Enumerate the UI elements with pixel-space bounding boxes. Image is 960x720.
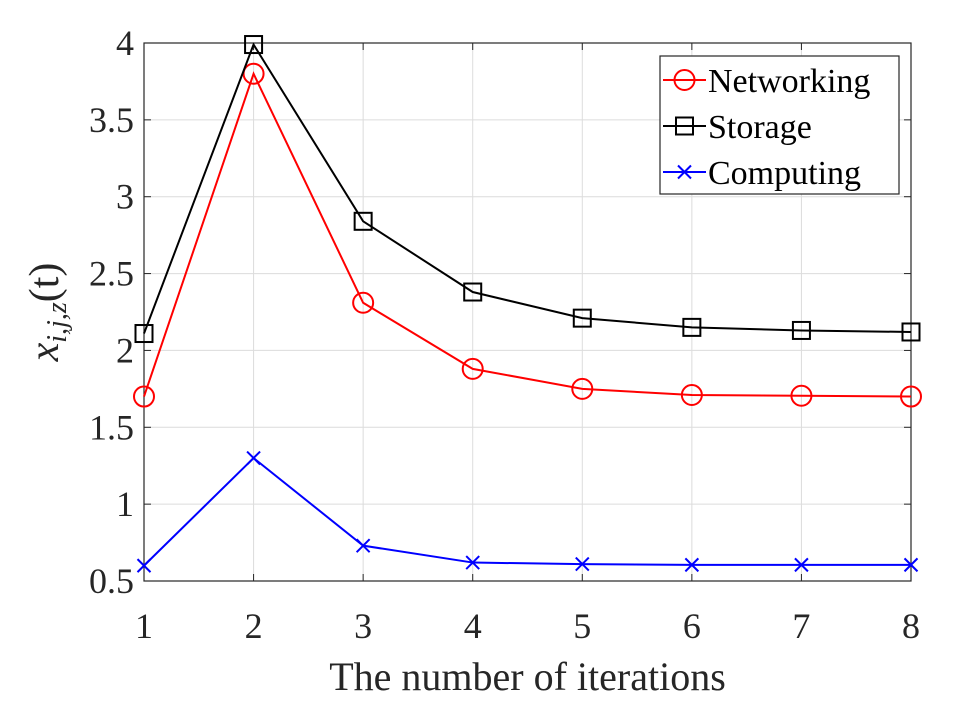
y-tick-label: 0.5 bbox=[89, 561, 134, 601]
x-tick-label: 3 bbox=[354, 606, 372, 646]
data-point-storage bbox=[572, 308, 592, 328]
data-point-computing bbox=[575, 556, 590, 572]
y-tick-label: 2 bbox=[116, 330, 134, 370]
data-point-networking bbox=[680, 384, 703, 407]
series-line-networking bbox=[143, 71, 912, 398]
y-tick-label: 4 bbox=[116, 23, 134, 63]
data-point-computing bbox=[903, 557, 919, 573]
series-line-storage bbox=[143, 42, 912, 334]
data-point-computing bbox=[684, 557, 700, 573]
x-axis-title: The number of iterations bbox=[329, 654, 726, 699]
series-computing bbox=[136, 450, 919, 573]
y-tick-label: 1.5 bbox=[89, 407, 134, 447]
legend-label-computing: Computing bbox=[708, 155, 861, 192]
y-tick-label: 3.5 bbox=[89, 100, 134, 140]
y-axis-title-sub: i,j,z bbox=[42, 302, 73, 343]
data-point-networking bbox=[461, 357, 484, 380]
series-group bbox=[133, 35, 922, 573]
data-point-storage bbox=[244, 35, 264, 55]
data-point-storage bbox=[901, 322, 921, 342]
x-tick-label: 5 bbox=[573, 606, 591, 646]
y-tick-label: 2.5 bbox=[89, 254, 134, 294]
data-point-storage bbox=[353, 211, 373, 231]
legend-label-networking: Networking bbox=[708, 63, 870, 100]
x-tick-label: 6 bbox=[683, 606, 701, 646]
legend: Networking Storage Computing bbox=[659, 55, 900, 195]
x-tick-label: 7 bbox=[792, 606, 810, 646]
data-point-storage bbox=[134, 324, 154, 344]
data-point-networking bbox=[790, 384, 813, 407]
y-tick-label: 3 bbox=[116, 177, 134, 217]
data-point-computing bbox=[246, 450, 261, 466]
series-storage bbox=[134, 35, 921, 344]
y-axis-title-main: x bbox=[22, 342, 68, 362]
data-point-networking bbox=[133, 385, 155, 408]
series-line-computing bbox=[143, 456, 911, 567]
x-tick-label: 8 bbox=[902, 606, 920, 646]
series-networking bbox=[133, 62, 922, 408]
data-point-networking bbox=[571, 377, 594, 400]
data-point-networking bbox=[900, 385, 922, 408]
data-point-computing bbox=[136, 558, 152, 573]
x-tick-label: 2 bbox=[245, 606, 263, 646]
data-point-storage bbox=[682, 317, 702, 337]
legend-marker-storage bbox=[675, 116, 694, 136]
legend-marker-computing bbox=[677, 164, 692, 180]
y-axis-title-arg: (t) bbox=[22, 263, 68, 303]
legend-item-networking: Networking bbox=[663, 63, 870, 100]
legend-item-computing: Computing bbox=[663, 155, 861, 192]
legend-label-storage: Storage bbox=[708, 109, 812, 146]
y-axis-title: xi,j,z(t) bbox=[22, 263, 73, 363]
x-tick-label: 4 bbox=[464, 606, 482, 646]
data-point-networking bbox=[242, 62, 265, 85]
y-tick-label: 1 bbox=[116, 484, 134, 524]
data-point-networking bbox=[352, 291, 375, 314]
x-tick-label: 1 bbox=[135, 606, 153, 646]
data-point-storage bbox=[791, 320, 811, 340]
legend-marker-networking bbox=[673, 69, 696, 91]
data-point-computing bbox=[794, 557, 809, 573]
data-point-storage bbox=[463, 282, 483, 302]
legend-item-storage: Storage bbox=[663, 109, 812, 146]
data-point-computing bbox=[355, 538, 371, 553]
plot-area-frame bbox=[143, 42, 912, 582]
data-point-computing bbox=[465, 555, 480, 570]
axis-ticks: 1 2 3 4 5 6 7 80.511.522.533.54 bbox=[89, 23, 920, 646]
